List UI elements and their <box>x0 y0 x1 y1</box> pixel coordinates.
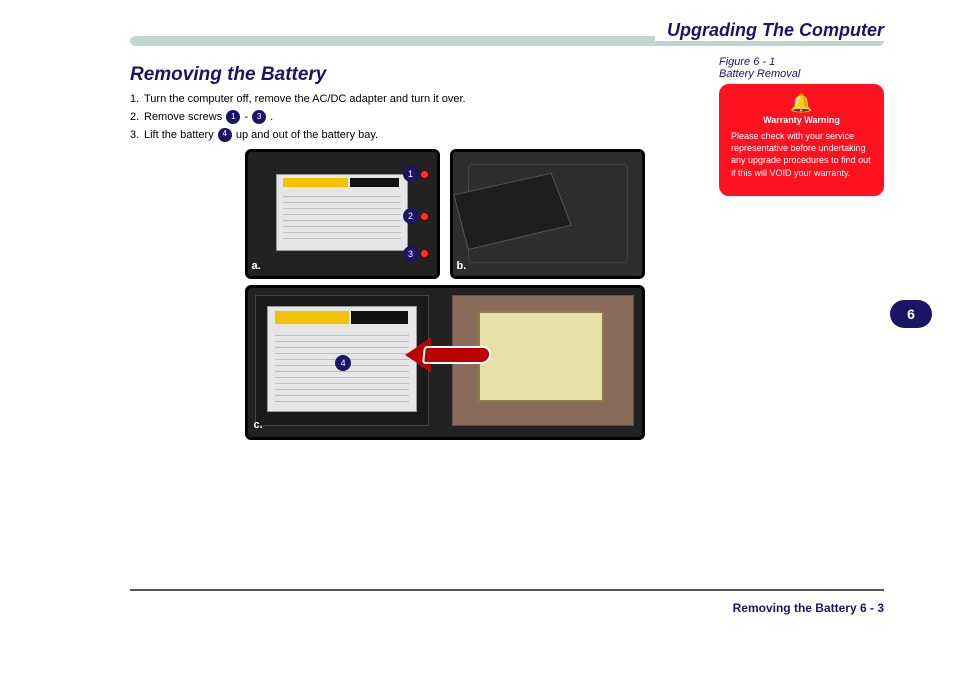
screw-icon <box>420 212 429 221</box>
figure-caption: Figure 6 - 1 Battery Removal <box>719 56 884 80</box>
step-text: Lift the battery 4 up and out of the bat… <box>144 128 699 143</box>
image-c: 4 c. <box>245 285 645 440</box>
figure-title: Battery Removal <box>719 68 800 80</box>
step-number: 1. <box>130 92 144 107</box>
callout-dot-4: 4 <box>218 128 232 142</box>
chapter-tab: 6 <box>890 300 932 328</box>
battery-label-graphic <box>276 174 408 251</box>
step-number: 2. <box>130 110 144 125</box>
step-3: 3. Lift the battery 4 up and out of the … <box>130 128 699 143</box>
callout-dot-3: 3 <box>252 110 266 124</box>
image-b: b. <box>450 149 645 279</box>
step-number: 3. <box>130 128 144 143</box>
battery-removed-graphic: 4 <box>255 295 428 426</box>
callout-dot-3: 3 <box>403 246 419 262</box>
bottom-rule <box>130 589 884 591</box>
step-text: Turn the computer off, remove the AC/DC … <box>144 92 699 107</box>
screw-icon <box>420 170 429 179</box>
image-row-2: 4 c. <box>190 285 699 440</box>
left-column: Removing the Battery 1. Turn the compute… <box>130 56 699 440</box>
callout-dot-1: 1 <box>403 166 419 182</box>
header-bar: Upgrading The Computer <box>130 30 884 52</box>
label-yellow-strip <box>275 311 349 323</box>
section-title: Removing the Battery <box>130 64 699 86</box>
content-row: Removing the Battery 1. Turn the compute… <box>130 56 884 440</box>
screw-icon <box>420 249 429 258</box>
callout-dot-2: 2 <box>403 208 419 224</box>
step-1: 1. Turn the computer off, remove the AC/… <box>130 92 699 107</box>
image-a: 1 2 3 a. <box>245 149 440 279</box>
step-text-after: up and out of the battery bay. <box>236 129 378 141</box>
page-number-prefix: Removing the Battery <box>733 601 860 615</box>
removal-arrow-icon <box>405 338 500 372</box>
page-number-value: 6 - 3 <box>860 601 884 615</box>
image-b-label: b. <box>457 260 467 272</box>
header-title: Upgrading The Computer <box>655 20 884 41</box>
steps-list: 1. Turn the computer off, remove the AC/… <box>130 92 699 143</box>
warning-box: 🔔 Warranty Warning Please check with you… <box>719 84 884 196</box>
label-black-strip <box>350 178 400 187</box>
step-text-after: . <box>270 111 273 123</box>
bell-icon: 🔔 <box>731 94 872 112</box>
step-text-before: Lift the battery <box>144 129 217 141</box>
warning-title: Warranty Warning <box>731 114 872 126</box>
page: Upgrading The Computer Removing the Batt… <box>0 0 954 673</box>
image-a-label: a. <box>252 260 261 272</box>
image-row-1: 1 2 3 a. b. <box>190 149 699 279</box>
label-yellow-strip <box>283 178 348 187</box>
right-column: Figure 6 - 1 Battery Removal 🔔 Warranty … <box>719 56 884 440</box>
page-number: Removing the Battery 6 - 3 <box>733 601 884 615</box>
callout-dot-1: 1 <box>226 110 240 124</box>
images-area: 1 2 3 a. b. <box>130 149 699 440</box>
step-2: 2. Remove screws 1 - 3 . <box>130 110 699 125</box>
figure-number: Figure 6 - 1 <box>719 56 775 68</box>
step-text-before: Remove screws <box>144 111 225 123</box>
label-black-strip <box>351 311 408 323</box>
warning-text: Please check with your service represent… <box>731 130 872 179</box>
image-c-label: c. <box>254 419 263 431</box>
step-text: Remove screws 1 - 3 . <box>144 110 699 125</box>
label-text-lines <box>283 191 400 243</box>
